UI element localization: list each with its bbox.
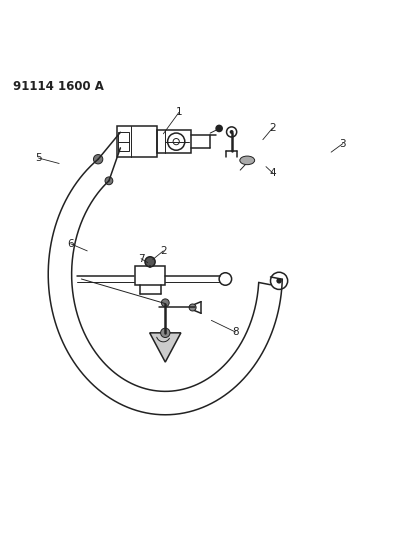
Circle shape: [189, 304, 196, 311]
Text: 2: 2: [160, 246, 167, 256]
Text: 4: 4: [269, 168, 276, 178]
Bar: [135, 266, 165, 285]
Circle shape: [276, 278, 282, 284]
Circle shape: [145, 257, 155, 267]
Polygon shape: [150, 333, 181, 362]
Circle shape: [105, 177, 113, 185]
Text: 5: 5: [35, 153, 42, 163]
Circle shape: [161, 328, 170, 337]
Text: 6: 6: [68, 239, 74, 249]
Bar: [116, 126, 158, 157]
Circle shape: [94, 155, 103, 164]
Text: 3: 3: [340, 139, 346, 149]
Text: 8: 8: [232, 327, 239, 337]
Text: 7: 7: [138, 254, 144, 264]
Text: 91114 1600 A: 91114 1600 A: [13, 80, 104, 93]
Ellipse shape: [240, 156, 255, 165]
Text: 1: 1: [176, 107, 182, 117]
Text: 2: 2: [269, 123, 276, 133]
Circle shape: [230, 130, 233, 134]
Bar: [158, 130, 191, 154]
Bar: [118, 132, 129, 151]
Circle shape: [216, 125, 222, 132]
Circle shape: [162, 299, 169, 306]
